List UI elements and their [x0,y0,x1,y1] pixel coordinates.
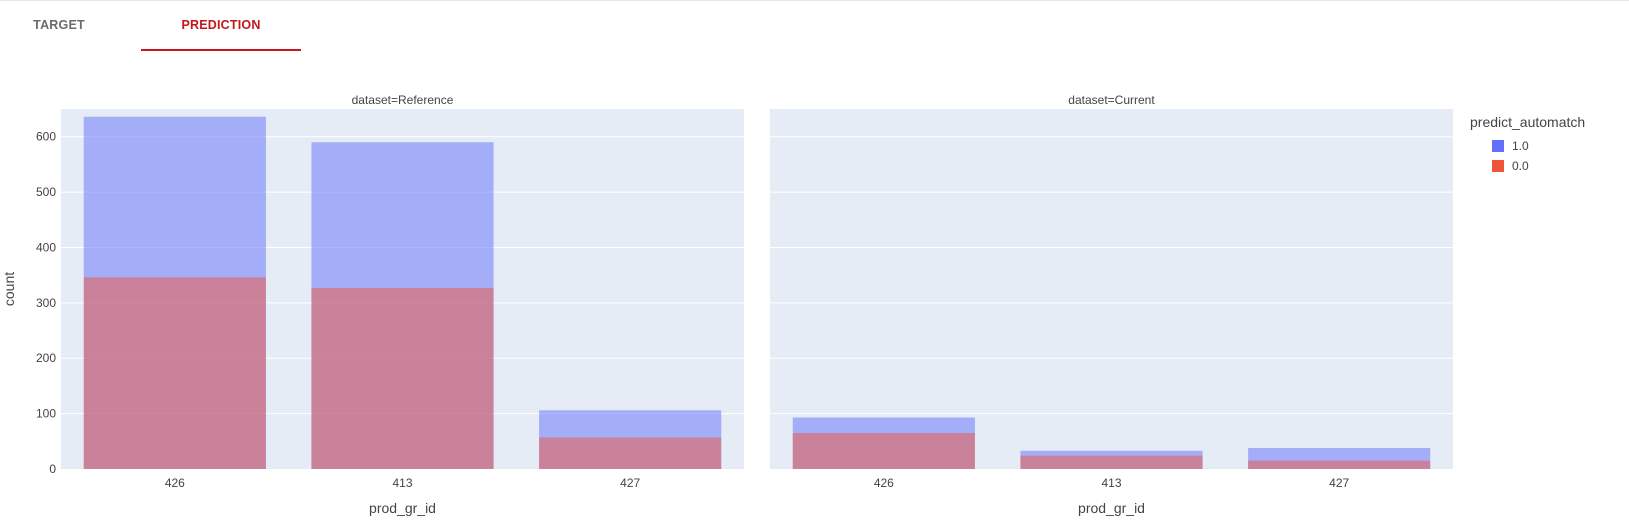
y-axis-title: count [1,272,17,306]
legend-label: 0.0 [1512,159,1529,173]
x-tick-label: 413 [1101,476,1121,490]
x-axis-title: prod_gr_id [369,500,436,516]
x-tick-label: 413 [392,476,412,490]
y-tick-label: 500 [36,185,56,199]
bar-0-0-426 [83,277,266,469]
bar-0-0-427 [539,437,722,469]
bar-0-0-413 [1020,455,1203,469]
x-tick-label: 426 [165,476,185,490]
x-axis-title: prod_gr_id [1078,500,1145,516]
bar-0-0-427 [1248,460,1431,469]
y-tick-label: 600 [36,130,56,144]
y-tick-label: 0 [49,462,56,476]
plot-area-1 [770,109,1453,469]
y-tick-label: 400 [36,240,56,254]
x-tick-label: 427 [620,476,640,490]
legend-swatch-0-0 [1492,160,1504,172]
tab-target[interactable]: TARGET [33,18,85,32]
facet-title: dataset=Current [1068,93,1155,107]
legend-title: predict_automatch [1470,114,1585,130]
bar-0-0-426 [792,433,975,469]
legend-swatch-1-0 [1492,140,1504,152]
legend-label: 1.0 [1512,139,1529,153]
y-tick-label: 200 [36,351,56,365]
tab-bar: TARGET PREDICTION [0,0,1629,51]
y-tick-label: 300 [36,296,56,310]
facet-title: dataset=Reference [352,93,454,107]
x-tick-label: 427 [1329,476,1349,490]
bar-0-0-413 [311,287,494,469]
tab-prediction[interactable]: PREDICTION [141,2,301,51]
x-tick-label: 426 [874,476,894,490]
y-tick-label: 100 [36,407,56,421]
